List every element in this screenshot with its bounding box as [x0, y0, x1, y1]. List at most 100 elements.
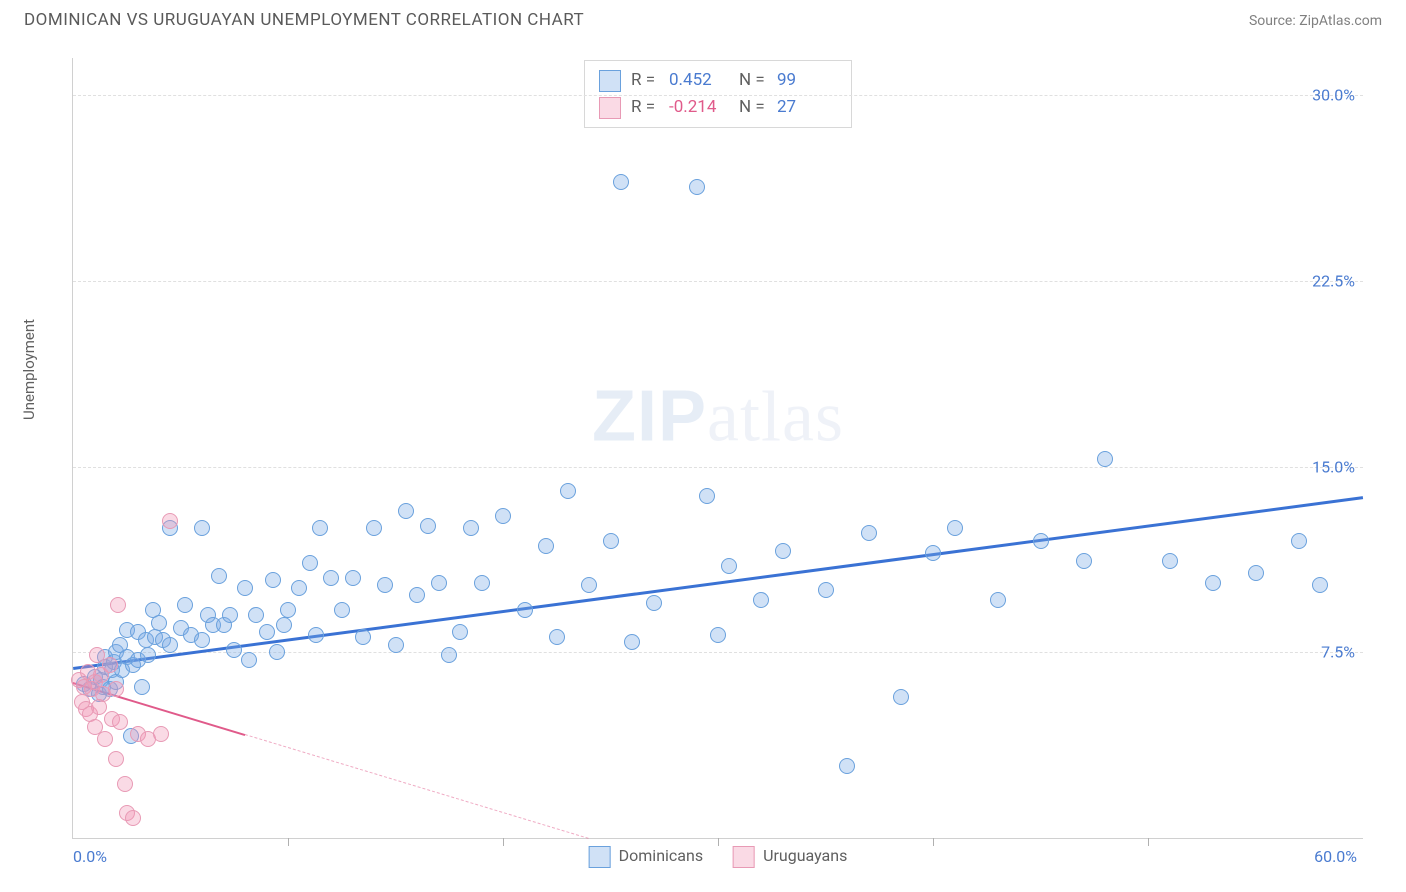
- data-point-dominicans: [308, 627, 324, 643]
- x-tick: [933, 838, 934, 846]
- data-point-uruguayans: [110, 597, 126, 613]
- data-point-dominicans: [140, 647, 156, 663]
- x-tick-label: 0.0%: [73, 847, 107, 866]
- data-point-dominicans: [1205, 575, 1221, 591]
- data-point-dominicans: [624, 634, 640, 650]
- data-point-dominicans: [560, 483, 576, 499]
- n-label: N =: [739, 67, 767, 94]
- data-point-dominicans: [194, 520, 210, 536]
- data-point-dominicans: [259, 624, 275, 640]
- data-point-dominicans: [226, 642, 242, 658]
- r-label: R =: [631, 67, 659, 94]
- data-point-dominicans: [538, 538, 554, 554]
- data-point-dominicans: [990, 592, 1006, 608]
- data-point-dominicans: [613, 174, 629, 190]
- legend-item-uruguayans: Uruguayans: [733, 846, 847, 868]
- x-tick: [288, 838, 289, 846]
- data-point-dominicans: [1033, 533, 1049, 549]
- data-point-dominicans: [1162, 553, 1178, 569]
- gridline-h: [73, 467, 1363, 468]
- data-point-dominicans: [1248, 565, 1264, 581]
- data-point-dominicans: [1076, 553, 1092, 569]
- legend-item-dominicans: Dominicans: [589, 846, 703, 868]
- source-attribution: Source: ZipAtlas.com: [1249, 13, 1382, 29]
- data-point-dominicans: [646, 595, 662, 611]
- x-tick: [1148, 838, 1149, 846]
- data-point-dominicans: [517, 602, 533, 618]
- data-point-uruguayans: [108, 681, 124, 697]
- data-point-dominicans: [302, 555, 318, 571]
- data-point-dominicans: [689, 179, 705, 195]
- data-point-dominicans: [312, 520, 328, 536]
- stats-row-uruguayans: R =-0.214N =27: [599, 94, 837, 121]
- data-point-uruguayans: [108, 751, 124, 767]
- data-point-dominicans: [947, 520, 963, 536]
- n-value-uruguayans: 27: [777, 94, 837, 121]
- data-point-dominicans: [1097, 451, 1113, 467]
- x-tick: [718, 838, 719, 846]
- data-point-dominicans: [452, 624, 468, 640]
- data-point-uruguayans: [102, 657, 118, 673]
- data-point-uruguayans: [112, 714, 128, 730]
- data-point-dominicans: [248, 607, 264, 623]
- watermark: ZIPatlas: [592, 375, 844, 458]
- data-point-dominicans: [420, 518, 436, 534]
- data-point-uruguayans: [162, 513, 178, 529]
- data-point-dominicans: [276, 617, 292, 633]
- r-label: R =: [631, 94, 659, 121]
- data-point-dominicans: [893, 689, 909, 705]
- data-point-dominicans: [721, 558, 737, 574]
- data-point-dominicans: [177, 597, 193, 613]
- data-point-dominicans: [388, 637, 404, 653]
- y-tick-label: 15.0%: [1312, 457, 1355, 476]
- data-point-dominicans: [1312, 577, 1328, 593]
- data-point-dominicans: [925, 545, 941, 561]
- data-point-dominicans: [861, 525, 877, 541]
- swatch-icon: [589, 846, 611, 868]
- data-point-dominicans: [495, 508, 511, 524]
- gridline-h: [73, 95, 1363, 96]
- n-label: N =: [739, 94, 767, 121]
- data-point-dominicans: [603, 533, 619, 549]
- y-tick-label: 22.5%: [1312, 271, 1355, 290]
- data-point-dominicans: [474, 575, 490, 591]
- x-tick-label: 60.0%: [1314, 847, 1357, 866]
- data-point-uruguayans: [117, 776, 133, 792]
- r-value-dominicans: 0.452: [669, 67, 729, 94]
- data-point-dominicans: [699, 488, 715, 504]
- data-point-uruguayans: [153, 726, 169, 742]
- data-point-dominicans: [345, 570, 361, 586]
- series-legend: Dominicans Uruguayans: [589, 846, 848, 868]
- chart-container: Unemployment ZIPatlas R =0.452N =99R =-0…: [24, 40, 1382, 860]
- data-point-dominicans: [775, 543, 791, 559]
- swatch-dominicans: [599, 70, 621, 92]
- regression-line-dashed-uruguayans: [245, 734, 589, 839]
- gridline-h: [73, 652, 1363, 653]
- plot-area: ZIPatlas R =0.452N =99R =-0.214N =27 Dom…: [72, 58, 1363, 839]
- data-point-dominicans: [366, 520, 382, 536]
- data-point-dominicans: [280, 602, 296, 618]
- data-point-dominicans: [463, 520, 479, 536]
- data-point-dominicans: [323, 570, 339, 586]
- data-point-dominicans: [334, 602, 350, 618]
- data-point-dominicans: [1291, 533, 1307, 549]
- y-axis-label: Unemployment: [20, 319, 38, 420]
- data-point-dominicans: [265, 572, 281, 588]
- data-point-dominicans: [710, 627, 726, 643]
- data-point-dominicans: [409, 587, 425, 603]
- data-point-dominicans: [222, 607, 238, 623]
- data-point-dominicans: [441, 647, 457, 663]
- data-point-dominicans: [549, 629, 565, 645]
- n-value-dominicans: 99: [777, 67, 837, 94]
- stats-row-dominicans: R = 0.452 N = 99: [599, 67, 837, 94]
- y-tick-label: 30.0%: [1312, 86, 1355, 105]
- swatch-uruguayans: [599, 97, 621, 119]
- y-tick-label: 7.5%: [1321, 643, 1355, 662]
- data-point-dominicans: [398, 503, 414, 519]
- data-point-dominicans: [291, 580, 307, 596]
- chart-title: DOMINICAN VS URUGUAYAN UNEMPLOYMENT CORR…: [24, 10, 584, 30]
- data-point-dominicans: [818, 582, 834, 598]
- data-point-dominicans: [355, 629, 371, 645]
- data-point-dominicans: [134, 679, 150, 695]
- data-point-dominicans: [839, 758, 855, 774]
